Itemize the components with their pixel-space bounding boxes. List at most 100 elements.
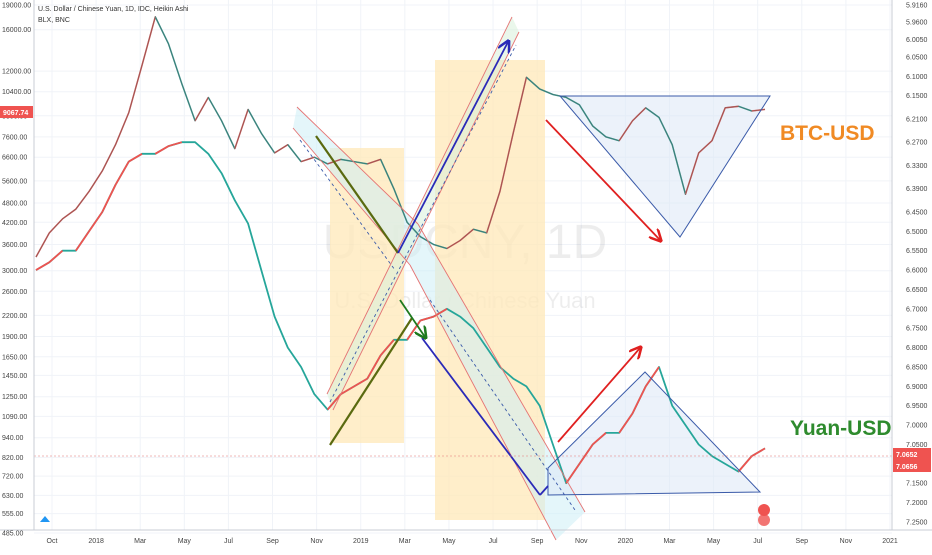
- chart-header-subtitle: BLX, BNC: [38, 17, 70, 24]
- series-segment: [326, 393, 342, 411]
- series-segment: [35, 232, 50, 258]
- arrow-red: [557, 348, 640, 443]
- series-segment: [300, 156, 315, 163]
- x-tick-label: Jul: [489, 538, 498, 545]
- series-segment: [631, 385, 647, 414]
- series-segment: [565, 96, 580, 106]
- series-segment: [366, 354, 382, 380]
- left-tick-label: 820.00: [2, 455, 24, 462]
- series-segment: [141, 16, 157, 66]
- x-tick-label: Nov: [840, 538, 853, 545]
- right-tick-label: 6.4500: [906, 209, 928, 216]
- series-segment: [340, 158, 355, 163]
- series-segment: [114, 161, 130, 186]
- right-tick-label: 5.9160: [906, 3, 928, 10]
- series-segment: [644, 366, 660, 387]
- series-segment: [512, 77, 528, 134]
- channel-line: [409, 264, 557, 541]
- right-price-tag: 7.0656: [896, 464, 918, 471]
- series-segment: [35, 261, 50, 271]
- left-tick-label: 5600.00: [2, 178, 27, 185]
- series-segment: [420, 315, 434, 322]
- event-icon: [758, 504, 770, 516]
- series-segment: [485, 191, 501, 234]
- event-icon: [758, 514, 770, 526]
- triangle-pattern: [558, 95, 771, 238]
- x-tick-label: Nov: [310, 538, 323, 545]
- series-segment: [260, 132, 276, 154]
- x-tick-label: Mar: [399, 538, 412, 545]
- x-tick-label: Mar: [134, 538, 147, 545]
- x-tick-label: May: [178, 538, 192, 545]
- series-segment: [711, 107, 726, 142]
- x-tick-label: 2018: [88, 538, 104, 545]
- series-segment: [525, 76, 541, 90]
- series-segment: [631, 107, 647, 122]
- left-tick-label: 1900.00: [2, 334, 27, 341]
- left-tick-label: 2600.00: [2, 289, 27, 296]
- yuan-usd-label: Yuan-USD: [790, 417, 892, 440]
- series-segment: [605, 136, 620, 142]
- right-tick-label: 6.1000: [906, 74, 928, 81]
- right-price-tag: 7.0652: [896, 452, 918, 459]
- right-tick-label: 7.1500: [906, 481, 928, 488]
- arrow-blue: [539, 485, 549, 496]
- tradingview-logo-icon: [40, 516, 50, 522]
- series-segment: [539, 88, 554, 96]
- right-tick-label: 6.5000: [906, 229, 928, 236]
- series-segment: [473, 228, 487, 234]
- x-tick-label: 2021: [882, 538, 898, 545]
- right-tick-label: 7.0500: [906, 442, 928, 449]
- right-tick-label: 5.9600: [906, 20, 928, 27]
- series-segment: [154, 145, 169, 155]
- x-tick-label: Sep: [796, 538, 809, 545]
- series-segment: [751, 447, 766, 457]
- series-segment: [194, 96, 210, 122]
- right-tick-label: 6.7000: [906, 306, 928, 313]
- series-segment: [88, 170, 103, 192]
- series-segment: [247, 109, 263, 134]
- series-segment: [592, 432, 607, 446]
- series-segment: [88, 211, 104, 232]
- left-tick-label: 555.00: [2, 511, 24, 518]
- series-segment: [406, 221, 421, 238]
- series-segment: [684, 152, 700, 195]
- right-tick-label: 6.2100: [906, 116, 928, 123]
- series-segment: [658, 117, 673, 146]
- left-price-tag-bg: [0, 106, 33, 118]
- channel-midline: [299, 139, 396, 271]
- x-tick-label: Sep: [266, 538, 279, 545]
- right-tick-label: 6.7500: [906, 326, 928, 333]
- left-tick-label: 3600.00: [2, 242, 27, 249]
- left-tick-label: 1090.00: [2, 414, 27, 421]
- left-tick-label: 6600.00: [2, 155, 27, 162]
- channel-fill: [327, 17, 519, 410]
- series-segment: [499, 132, 514, 192]
- x-tick-label: Oct: [47, 538, 58, 545]
- series-segment: [340, 385, 355, 395]
- right-tick-label: 6.0050: [906, 37, 928, 44]
- series-segment: [725, 105, 739, 109]
- series-segment: [181, 83, 196, 122]
- left-tick-label: 3000.00: [2, 268, 27, 275]
- series-segment: [618, 412, 634, 434]
- right-tick-label: 6.5500: [906, 248, 928, 255]
- series-segment: [353, 377, 368, 388]
- arrow-blue: [397, 42, 508, 254]
- left-tick-label: 720.00: [2, 474, 24, 481]
- arrow-blue: [421, 337, 541, 496]
- series-segment: [446, 239, 461, 250]
- right-tick-label: 6.8500: [906, 364, 928, 371]
- series-segment: [751, 108, 766, 112]
- channel-midline: [429, 299, 576, 511]
- left-tick-label: 2200.00: [2, 313, 27, 320]
- series-segment: [75, 230, 90, 252]
- right-tick-label: 7.2000: [906, 500, 928, 507]
- series-segment: [592, 125, 607, 138]
- right-tick-label: 6.6500: [906, 287, 928, 294]
- series-segment: [168, 141, 183, 147]
- series-segment: [406, 319, 422, 341]
- series-segment: [419, 235, 435, 246]
